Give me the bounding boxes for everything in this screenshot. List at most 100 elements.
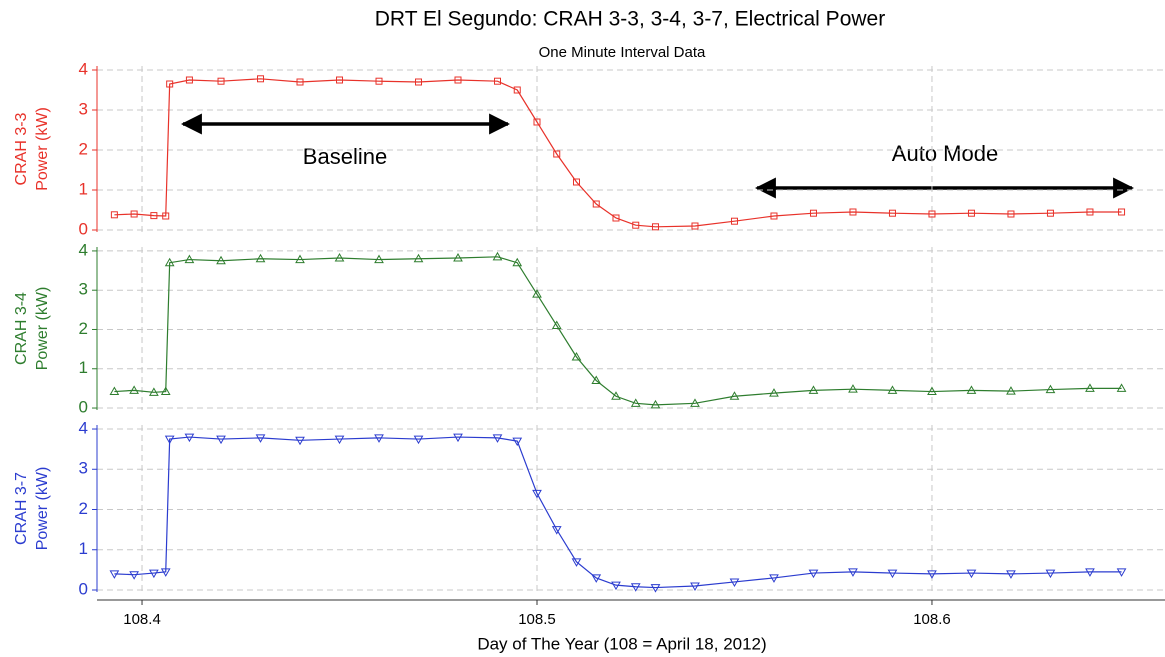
data-point — [453, 252, 463, 262]
data-point — [849, 208, 857, 216]
data-point — [551, 526, 562, 535]
data-point — [551, 320, 562, 330]
data-point — [848, 384, 858, 393]
data-point — [966, 385, 977, 394]
data-point — [160, 386, 171, 396]
data-point — [492, 434, 503, 443]
data-point — [336, 76, 344, 84]
data-point — [413, 253, 424, 263]
data-point — [1085, 568, 1095, 577]
series-line — [114, 256, 1122, 406]
data-point — [650, 399, 661, 409]
data-point — [1045, 384, 1056, 394]
data-point — [129, 385, 139, 394]
data-point — [184, 254, 195, 264]
data-point — [571, 558, 582, 567]
series-line — [114, 78, 1122, 228]
y-tick-label: 4 — [79, 59, 88, 78]
data-point — [532, 289, 542, 298]
data-point — [967, 209, 975, 217]
x-tick-label: 108.4 — [123, 611, 161, 628]
data-point — [296, 78, 304, 86]
series-line — [114, 436, 1122, 589]
chart-subtitle: One Minute Interval Data — [539, 44, 706, 61]
data-point — [217, 77, 225, 85]
data-point — [130, 210, 138, 218]
data-point — [1006, 386, 1016, 395]
y-tick-label: 3 — [79, 99, 88, 118]
data-point — [630, 583, 641, 592]
annotation: Auto Mode — [892, 141, 998, 166]
data-point — [592, 200, 600, 208]
data-point — [109, 570, 120, 579]
data-point — [413, 435, 424, 445]
data-point — [630, 398, 641, 407]
data-point — [928, 210, 936, 218]
data-point — [255, 253, 266, 263]
y-tick-label: 3 — [79, 280, 88, 299]
data-point — [612, 214, 620, 222]
data-point — [255, 434, 266, 443]
data-point — [415, 78, 423, 86]
y-tick-label: 2 — [79, 139, 88, 158]
data-point — [374, 254, 384, 264]
data-point — [1045, 569, 1056, 579]
data-point — [109, 386, 120, 396]
data-point — [129, 571, 139, 580]
data-point — [927, 570, 937, 579]
data-point — [257, 75, 265, 83]
data-point — [334, 435, 345, 445]
data-point — [691, 222, 699, 230]
data-point — [532, 489, 542, 499]
data-point — [492, 251, 503, 261]
data-point — [162, 212, 170, 220]
y-tick-label: 2 — [79, 499, 88, 518]
data-point — [512, 437, 523, 447]
y-tick-label: 0 — [79, 579, 88, 598]
y-axis-label: CRAH 3-7 — [13, 472, 30, 545]
data-point — [185, 76, 193, 84]
data-point — [149, 387, 159, 396]
data-point — [729, 391, 740, 400]
data-point — [166, 80, 174, 88]
data-point — [150, 212, 158, 220]
annotation: Baseline — [303, 144, 387, 169]
x-tick-label: 108.5 — [518, 611, 556, 628]
y-axis-label: CRAH 3-3 — [13, 112, 30, 185]
data-point — [769, 574, 779, 583]
data-point — [1086, 208, 1094, 216]
y-tick-label: 0 — [79, 219, 88, 238]
data-point — [513, 86, 521, 94]
y-tick-label: 3 — [79, 459, 88, 478]
data-point — [572, 178, 580, 186]
data-point — [1007, 210, 1015, 218]
y-axis-label: Power (kW) — [34, 107, 51, 191]
data-point — [611, 391, 621, 400]
data-point — [809, 209, 817, 217]
data-point — [769, 388, 779, 397]
data-point — [887, 569, 898, 579]
data-point — [375, 77, 383, 85]
data-point — [533, 118, 541, 126]
data-point — [650, 584, 661, 593]
data-point — [453, 433, 463, 443]
y-axis-label: Power (kW) — [34, 287, 51, 371]
y-axis-label: CRAH 3-4 — [13, 292, 30, 365]
data-point — [571, 351, 582, 361]
data-point — [1046, 209, 1054, 217]
data-point — [770, 212, 778, 220]
data-point — [1085, 383, 1095, 392]
data-point — [966, 569, 977, 579]
data-point — [591, 375, 602, 385]
data-point — [1118, 208, 1126, 216]
data-point — [690, 582, 700, 591]
data-point — [149, 569, 159, 579]
data-point — [690, 398, 700, 407]
y-tick-label: 2 — [79, 319, 88, 338]
chart-title: DRT El Segundo: CRAH 3-3, 3-4, 3-7, Elec… — [375, 8, 885, 31]
data-point — [632, 221, 640, 229]
data-point — [888, 209, 896, 217]
data-point — [808, 385, 819, 394]
data-point — [611, 581, 621, 591]
